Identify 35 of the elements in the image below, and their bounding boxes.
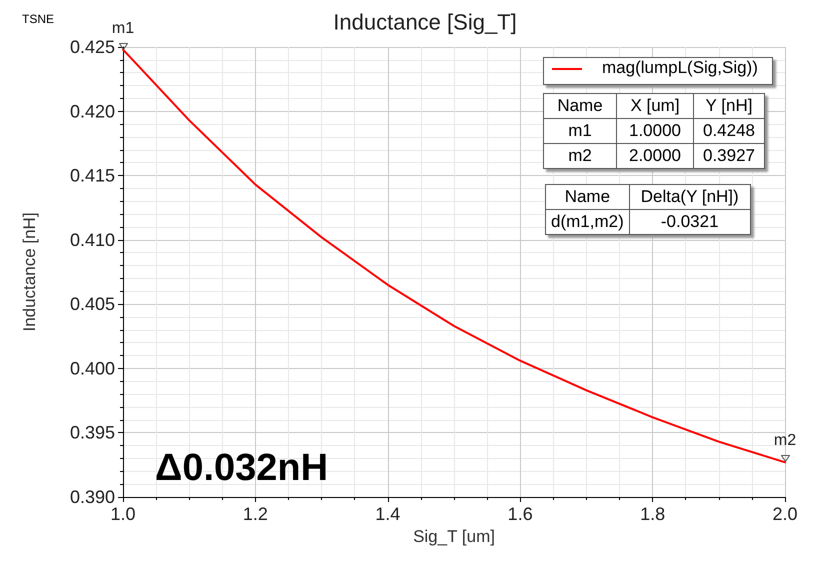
annotation: m1 [544,118,616,144]
x-tick-label: 1.8 [640,504,666,524]
y-tick-label: 0.425 [70,37,115,57]
annotation: Y [nH] [694,94,764,118]
annotation: Name [546,184,630,210]
chart-title: Inductance [Sig_T] [333,10,517,34]
y-tick-label: 0.390 [70,487,115,507]
x-tick-label: 1.4 [375,504,400,524]
annotation: 0.3927 [694,144,764,168]
annotation: Delta(Y [nH]) [629,184,750,210]
annotation: X [um] [616,94,694,118]
x-axis-title: Sig_T [um] [413,526,495,546]
y-tick-label: 0.400 [70,358,115,378]
y-tick-label: 0.405 [70,294,115,314]
y-tick-label: 0.420 [70,101,115,122]
y-tick-label: 0.410 [70,230,115,250]
annotation: m2 [772,432,798,450]
annotation: 2.0000 [616,144,694,168]
annotation: -0.0321 [629,210,750,234]
annotation: Δ0.032nH [155,447,328,490]
annotation: d(m1,m2) [546,210,630,234]
annotation: Name [544,94,616,118]
text: TSNE [22,12,54,26]
legend-label: mag(lumpL(Sig,Sig)) [602,58,758,77]
x-tick-label: 1.2 [242,504,268,524]
annotation: m1 [110,20,136,38]
annotation: 0.4248 [694,118,764,144]
x-tick-label: 1.6 [508,504,533,524]
y-tick-label: 0.415 [70,166,115,186]
annotation: 1.0000 [616,118,694,144]
x-tick-label: 2.0 [772,504,798,524]
annotation: m2 [544,144,616,168]
y-tick-label: 0.395 [70,422,115,443]
y-axis-title: Inductance [nH] [20,212,39,332]
x-tick-label: 1.0 [110,504,136,524]
